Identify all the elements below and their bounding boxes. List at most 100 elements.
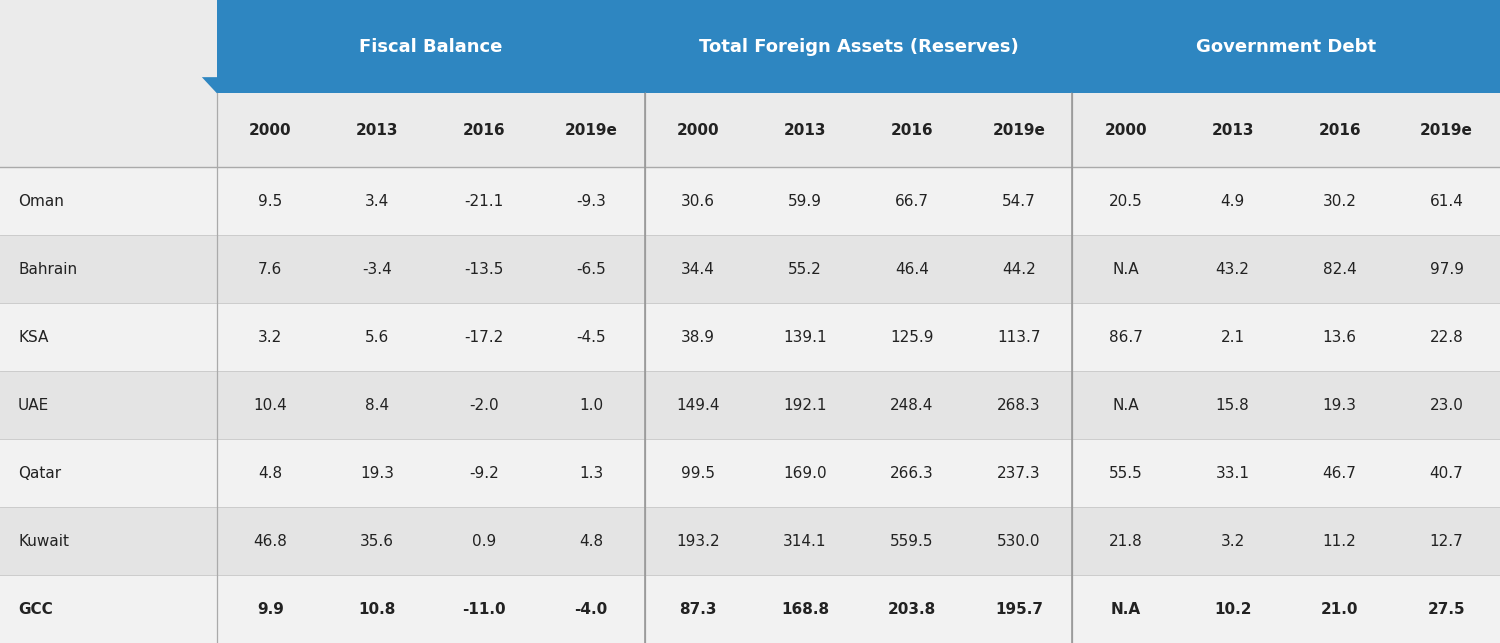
Text: 61.4: 61.4 — [1430, 194, 1464, 209]
Bar — [0, 439, 1500, 507]
Text: 11.2: 11.2 — [1323, 534, 1356, 548]
Text: 2019e: 2019e — [564, 123, 618, 138]
Text: 530.0: 530.0 — [998, 534, 1041, 548]
Text: 20.5: 20.5 — [1108, 194, 1143, 209]
Text: 59.9: 59.9 — [788, 194, 822, 209]
Text: 248.4: 248.4 — [890, 397, 933, 413]
Text: 46.8: 46.8 — [254, 534, 288, 548]
Text: -9.3: -9.3 — [576, 194, 606, 209]
Bar — [0, 235, 1500, 303]
Text: 12.7: 12.7 — [1430, 534, 1464, 548]
Text: 193.2: 193.2 — [676, 534, 720, 548]
Text: 34.4: 34.4 — [681, 262, 716, 276]
Bar — [0, 303, 1500, 371]
Text: Total Foreign Assets (Reserves): Total Foreign Assets (Reserves) — [699, 38, 1018, 55]
Text: 3.2: 3.2 — [1221, 534, 1245, 548]
Text: 8.4: 8.4 — [364, 397, 390, 413]
Text: 3.4: 3.4 — [364, 194, 390, 209]
Text: 30.6: 30.6 — [681, 194, 716, 209]
Text: 55.2: 55.2 — [788, 262, 822, 276]
Bar — [1072, 93, 1179, 167]
Text: 99.5: 99.5 — [681, 466, 716, 480]
Text: UAE: UAE — [18, 397, 50, 413]
Text: N.A: N.A — [1113, 397, 1138, 413]
Text: 4.8: 4.8 — [579, 534, 603, 548]
Text: 35.6: 35.6 — [360, 534, 394, 548]
Text: 10.8: 10.8 — [358, 601, 396, 617]
Text: 21.8: 21.8 — [1108, 534, 1143, 548]
Bar — [1394, 93, 1500, 167]
Text: -4.0: -4.0 — [574, 601, 608, 617]
Bar — [0, 371, 1500, 439]
Text: Government Debt: Government Debt — [1196, 38, 1376, 55]
Text: -4.5: -4.5 — [576, 330, 606, 345]
Text: 13.6: 13.6 — [1323, 330, 1356, 345]
Text: 149.4: 149.4 — [676, 397, 720, 413]
Text: 4.9: 4.9 — [1221, 194, 1245, 209]
Text: Qatar: Qatar — [18, 466, 62, 480]
Text: Kuwait: Kuwait — [18, 534, 69, 548]
Polygon shape — [1058, 77, 1088, 93]
Text: 2016: 2016 — [891, 123, 933, 138]
Text: -17.2: -17.2 — [465, 330, 504, 345]
Text: -13.5: -13.5 — [465, 262, 504, 276]
Text: 0.9: 0.9 — [472, 534, 496, 548]
Bar — [537, 93, 645, 167]
Text: -9.2: -9.2 — [470, 466, 500, 480]
Text: 168.8: 168.8 — [782, 601, 830, 617]
Text: 2000: 2000 — [249, 123, 291, 138]
Text: 10.4: 10.4 — [254, 397, 286, 413]
Text: 7.6: 7.6 — [258, 262, 282, 276]
Text: 82.4: 82.4 — [1323, 262, 1356, 276]
Text: 2013: 2013 — [783, 123, 826, 138]
Text: 30.2: 30.2 — [1323, 194, 1356, 209]
Text: 266.3: 266.3 — [890, 466, 934, 480]
Text: 4.8: 4.8 — [258, 466, 282, 480]
Text: 2016: 2016 — [1318, 123, 1360, 138]
Text: 559.5: 559.5 — [890, 534, 933, 548]
Text: 23.0: 23.0 — [1430, 397, 1464, 413]
Text: KSA: KSA — [18, 330, 48, 345]
Bar — [217, 93, 324, 167]
Text: 10.2: 10.2 — [1214, 601, 1251, 617]
Text: 2016: 2016 — [464, 123, 506, 138]
Text: 1.3: 1.3 — [579, 466, 603, 480]
Text: 2000: 2000 — [1104, 123, 1148, 138]
Text: 54.7: 54.7 — [1002, 194, 1035, 209]
Text: 203.8: 203.8 — [888, 601, 936, 617]
Text: -6.5: -6.5 — [576, 262, 606, 276]
Text: 192.1: 192.1 — [783, 397, 826, 413]
Text: 314.1: 314.1 — [783, 534, 826, 548]
Text: 113.7: 113.7 — [998, 330, 1041, 345]
Text: Bahrain: Bahrain — [18, 262, 76, 276]
Text: N.A: N.A — [1113, 262, 1138, 276]
Text: -3.4: -3.4 — [363, 262, 392, 276]
Bar — [430, 93, 537, 167]
Text: 22.8: 22.8 — [1430, 330, 1464, 345]
Bar — [858, 93, 966, 167]
Text: 38.9: 38.9 — [681, 330, 716, 345]
Bar — [0, 507, 1500, 575]
Bar — [0, 93, 217, 167]
Text: 3.2: 3.2 — [258, 330, 282, 345]
Text: 9.5: 9.5 — [258, 194, 282, 209]
Text: 139.1: 139.1 — [783, 330, 826, 345]
Text: 2019e: 2019e — [993, 123, 1045, 138]
Text: 237.3: 237.3 — [998, 466, 1041, 480]
Bar — [645, 93, 752, 167]
Bar — [966, 93, 1072, 167]
Bar — [752, 93, 858, 167]
Text: 2013: 2013 — [1212, 123, 1254, 138]
Bar — [324, 93, 430, 167]
Text: 66.7: 66.7 — [896, 194, 928, 209]
Text: 46.4: 46.4 — [896, 262, 928, 276]
Text: 5.6: 5.6 — [364, 330, 390, 345]
Text: 19.3: 19.3 — [1323, 397, 1356, 413]
Text: 87.3: 87.3 — [680, 601, 717, 617]
Text: -2.0: -2.0 — [470, 397, 500, 413]
Text: 2019e: 2019e — [1420, 123, 1473, 138]
Bar — [0, 0, 217, 93]
Text: 9.9: 9.9 — [256, 601, 284, 617]
Text: 2.1: 2.1 — [1221, 330, 1245, 345]
Text: Fiscal Balance: Fiscal Balance — [358, 38, 503, 55]
